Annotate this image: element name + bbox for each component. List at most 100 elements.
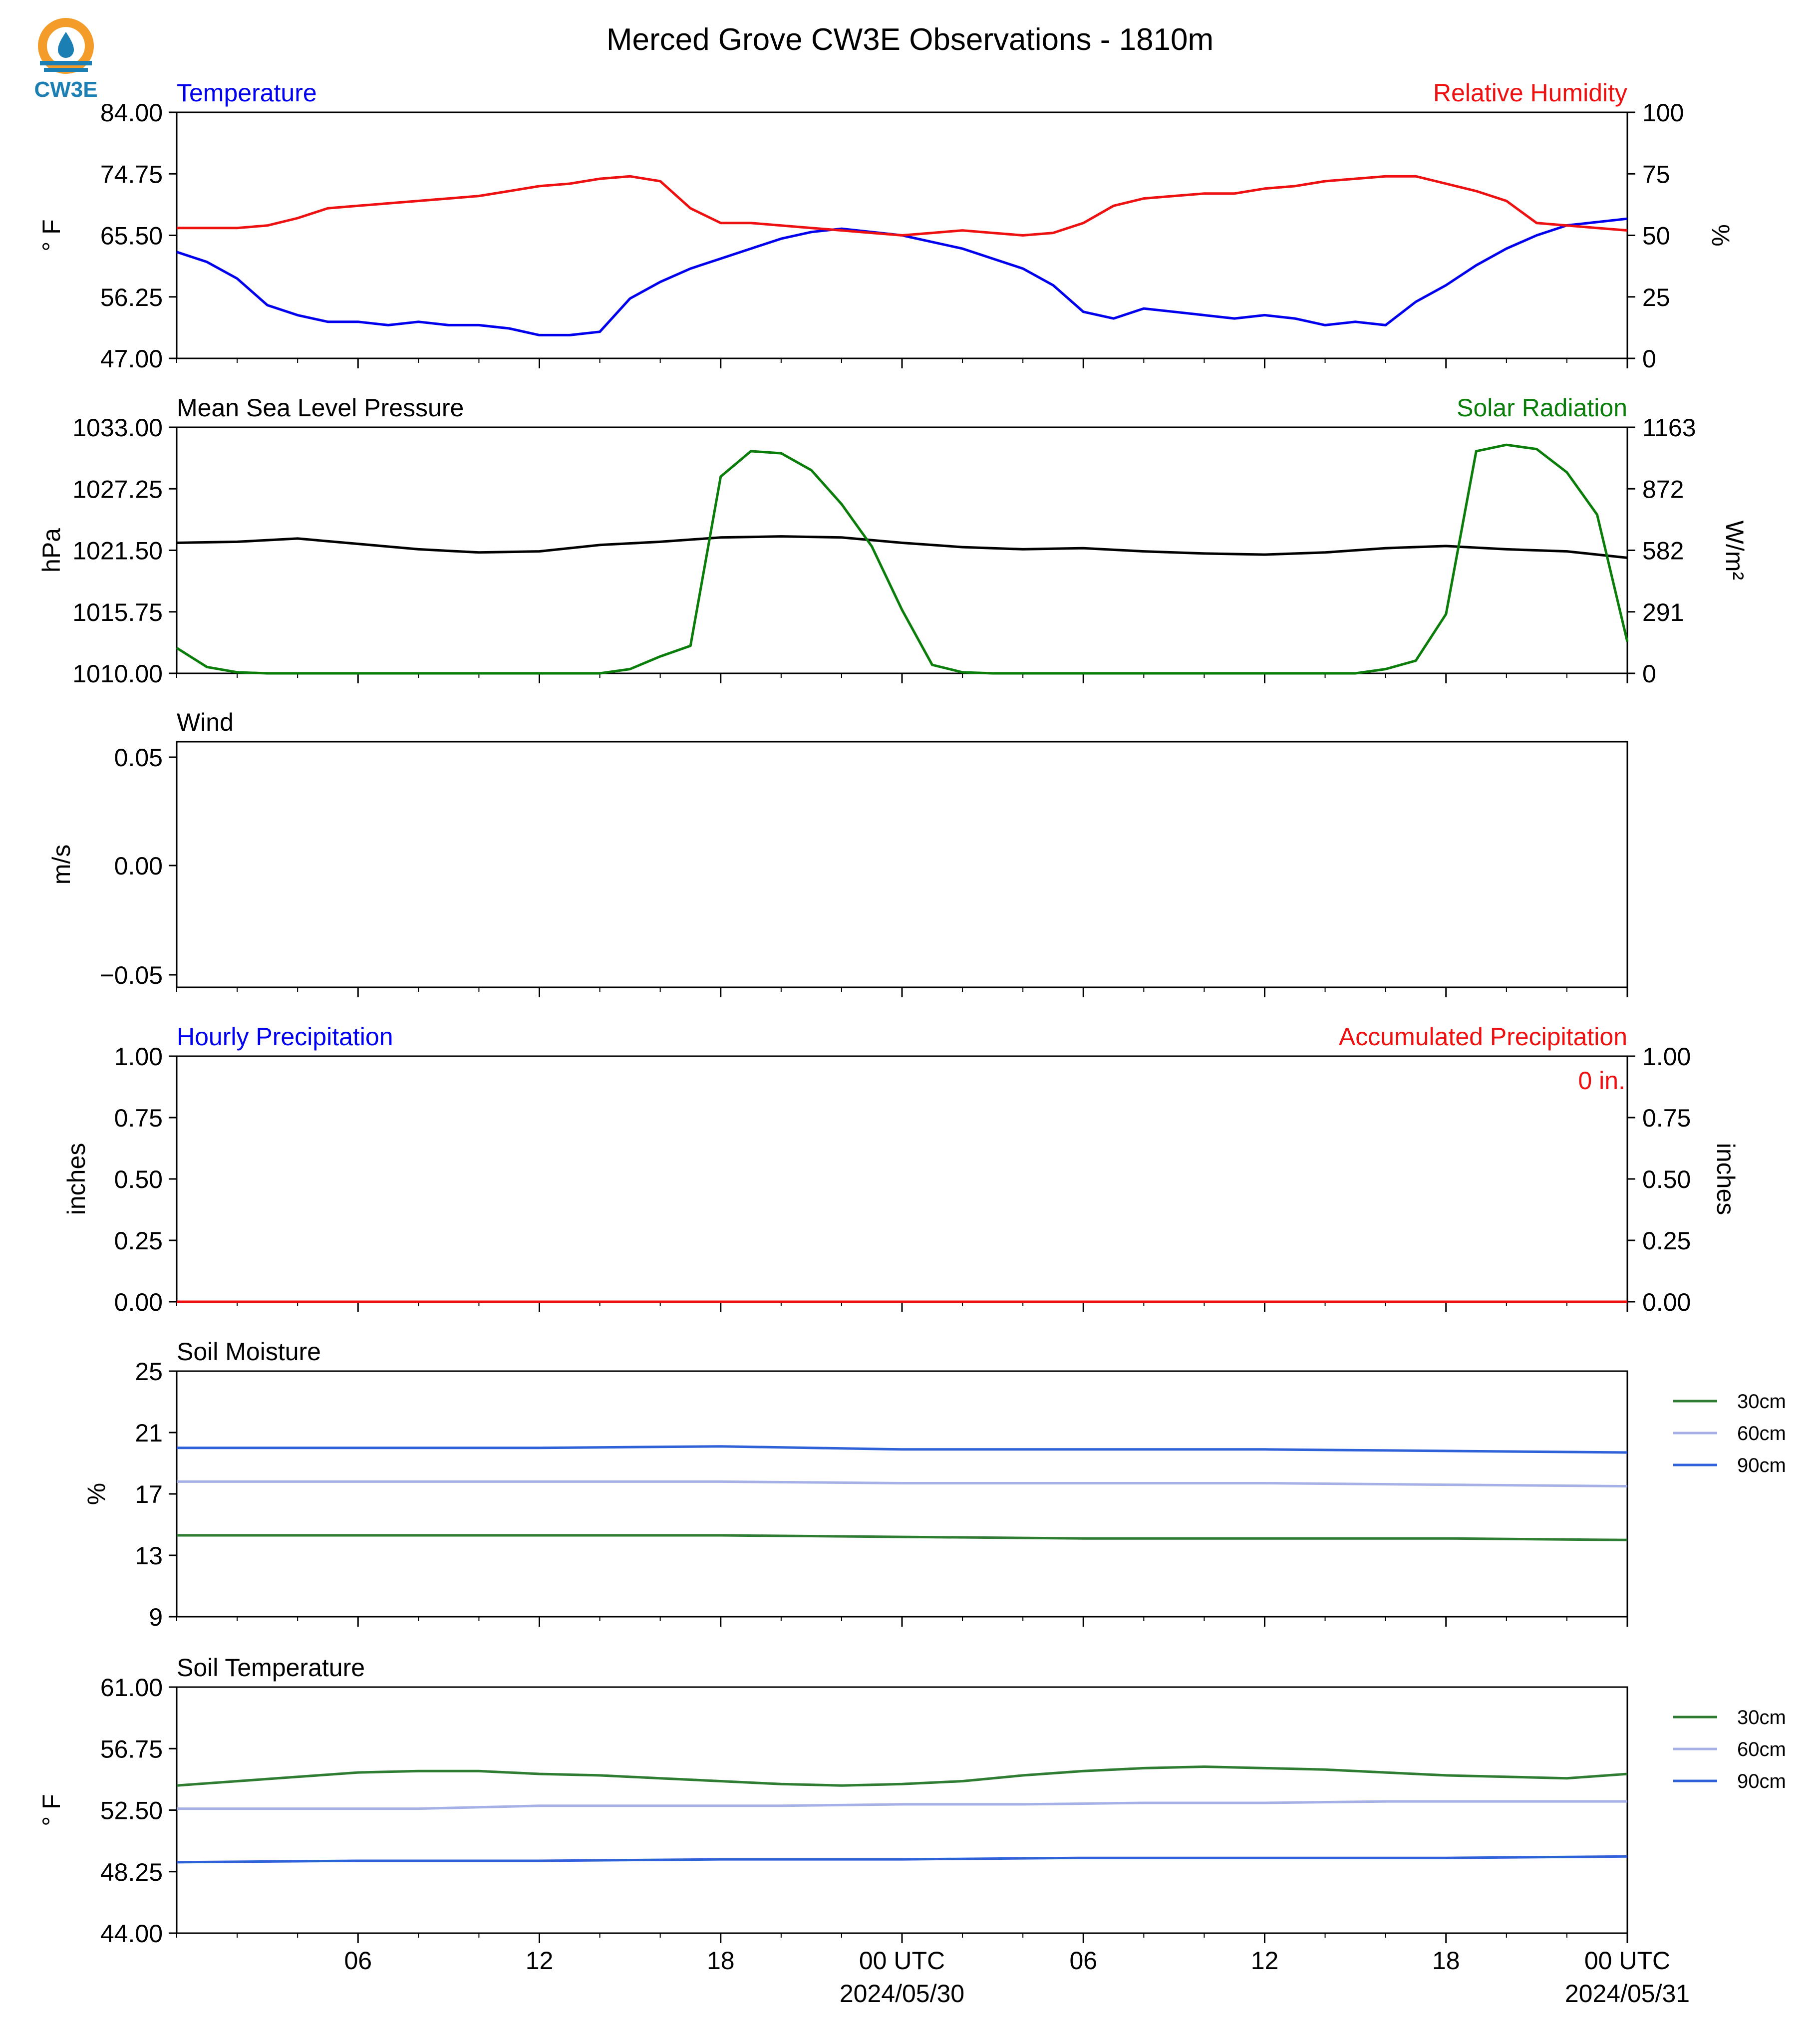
panel-title-right: Accumulated Precipitation — [1339, 1023, 1627, 1051]
x-tick-label: 00 UTC — [1584, 1947, 1670, 1975]
y-tick-label: 21 — [135, 1419, 163, 1447]
y-tick-label: 17 — [135, 1480, 163, 1508]
y2-tick-label: 1.00 — [1642, 1043, 1691, 1071]
y-tick-label: 1.00 — [114, 1043, 163, 1071]
legend-label: 90cm — [1737, 1770, 1786, 1792]
y-tick-label: 0.75 — [114, 1104, 163, 1132]
x-tick-label: 12 — [1251, 1947, 1279, 1975]
y2-tick-label: 0 — [1642, 660, 1656, 688]
y2-tick-label: 0.00 — [1642, 1288, 1691, 1316]
y-axis-label: m/s — [47, 845, 75, 885]
y2-tick-label: 50 — [1642, 222, 1670, 250]
x-tick-label: 12 — [526, 1947, 554, 1975]
panel-title-right: Solar Radiation — [1457, 394, 1627, 422]
y-axis-label: hPa — [37, 528, 65, 573]
panel-title-left: Mean Sea Level Pressure — [177, 394, 464, 422]
y2-axis-label: inches — [1712, 1143, 1740, 1215]
legend-label: 90cm — [1737, 1454, 1786, 1476]
y-tick-label: 1033.00 — [72, 414, 163, 442]
y2-tick-label: 291 — [1642, 598, 1684, 626]
series-line-soil_temp-2 — [176, 1855, 1628, 1864]
panel-soil_moisture: Soil Moisture 25 21 17 13 9% 30cm 60cm 90cm — [82, 1338, 1786, 1631]
y-tick-label: 0.25 — [114, 1227, 163, 1255]
panel-pressure_solar: Mean Sea Level Pressure Solar Radiation 10… — [37, 394, 1749, 688]
plot-frame — [176, 741, 1628, 988]
y-tick-label: 25 — [135, 1358, 163, 1386]
legend-label: 30cm — [1737, 1707, 1786, 1729]
series-line-pressure_solar-1 — [176, 443, 1629, 675]
y-tick-label: 74.75 — [100, 160, 163, 188]
x-tick-label: 18 — [1432, 1947, 1460, 1975]
y-axis-label: ° F — [37, 219, 65, 251]
y2-tick-label: 582 — [1642, 537, 1684, 565]
y-tick-label: 1015.75 — [72, 598, 163, 626]
y-axis-label: inches — [62, 1143, 90, 1215]
legend-label: 30cm — [1737, 1391, 1786, 1413]
series-line-soil_temp-0 — [176, 1765, 1628, 1787]
series-line-temp_rh-1 — [177, 175, 1628, 237]
panel-title-left: Wind — [177, 708, 234, 736]
y-tick-label: 84.00 — [100, 99, 163, 127]
y-tick-label: 0.00 — [114, 852, 163, 880]
y-tick-label: 56.25 — [100, 284, 163, 311]
panel-temp_rh: Temperature Relative Humidity 84.00 74.75 65… — [37, 79, 1735, 373]
panel-precip: Hourly Precipitation Accumulated Precipit… — [62, 1023, 1740, 1316]
plot-frame — [176, 1686, 1628, 1934]
y2-tick-label: 75 — [1642, 160, 1670, 188]
y-axis-label: ° F — [37, 1794, 65, 1826]
y-tick-label: 13 — [135, 1542, 163, 1570]
x-tick-label: 06 — [344, 1947, 372, 1975]
panel-wind: Wind 0.05 0.00 −0.05 m/s — [47, 708, 1628, 997]
series-line-soil_temp-1 — [177, 1800, 1627, 1810]
y-axis-label: % — [82, 1483, 110, 1505]
plot-frame — [176, 1055, 1628, 1303]
legend: 30cm 60cm 90cm — [1673, 1707, 1786, 1792]
legend: 30cm 60cm 90cm — [1673, 1391, 1786, 1476]
panel-title-left: Temperature — [177, 79, 317, 107]
x-tick-label: 06 — [1069, 1947, 1097, 1975]
figure-title: Merced Grove CW3E Observations - 1810m — [607, 22, 1213, 57]
panel-soil_temp: Soil Temperature 61.00 56.75 52.50 48.25 44.0… — [37, 1654, 1786, 1948]
y-tick-label: 56.75 — [100, 1735, 163, 1763]
x-tick-label: 00 UTC — [859, 1947, 945, 1975]
y-tick-label: 52.50 — [100, 1797, 163, 1825]
plot-frame — [176, 426, 1628, 674]
panel-title-left: Soil Temperature — [177, 1654, 365, 1682]
x-axis-labels: 06 12 18 00 UTC 06 12 18 00 UTC 2024/05/30 2024/0… — [344, 1947, 1690, 2008]
panel-title-left: Hourly Precipitation — [177, 1023, 393, 1051]
accumulated-total-label: 0 in. — [1578, 1067, 1625, 1095]
cw3e-logo: CW3E — [31, 15, 101, 105]
y-tick-label: −0.05 — [99, 961, 163, 989]
y-tick-label: 61.00 — [100, 1674, 163, 1702]
y-tick-label: 1010.00 — [72, 660, 163, 688]
series-line-soil_moisture-2 — [177, 1445, 1628, 1454]
y-tick-label: 1027.25 — [72, 475, 163, 503]
y2-axis-label: % — [1707, 224, 1735, 246]
y-tick-label: 44.00 — [100, 1920, 163, 1948]
series-line-pressure_solar-0 — [176, 535, 1628, 559]
y2-tick-label: 872 — [1642, 475, 1684, 503]
y-tick-label: 0.05 — [114, 744, 163, 772]
y-tick-label: 65.50 — [100, 222, 163, 250]
cw3e-logo-text: CW3E — [34, 77, 97, 102]
y2-tick-label: 0.75 — [1642, 1104, 1691, 1132]
y-tick-label: 0.00 — [114, 1288, 163, 1316]
y-tick-label: 48.25 — [100, 1858, 163, 1886]
y-tick-label: 9 — [149, 1603, 163, 1631]
panel-title-right: Relative Humidity — [1433, 79, 1627, 107]
y-tick-label: 1021.50 — [72, 537, 163, 565]
y-tick-label: 47.00 — [100, 345, 163, 373]
y2-tick-label: 1163 — [1642, 414, 1696, 442]
y2-tick-label: 25 — [1642, 284, 1670, 311]
legend-label: 60cm — [1737, 1738, 1786, 1760]
y2-tick-label: 0.50 — [1642, 1165, 1691, 1193]
y2-tick-label: 0 — [1642, 345, 1656, 373]
series-line-soil_moisture-0 — [177, 1534, 1628, 1541]
series-line-soil_moisture-1 — [177, 1480, 1628, 1488]
x-date-label: 2024/05/31 — [1565, 1980, 1690, 2008]
x-date-label: 2024/05/30 — [840, 1980, 964, 2008]
y2-tick-label: 0.25 — [1642, 1227, 1691, 1255]
y2-tick-label: 100 — [1642, 99, 1684, 127]
y2-axis-label: W/m² — [1721, 521, 1749, 580]
